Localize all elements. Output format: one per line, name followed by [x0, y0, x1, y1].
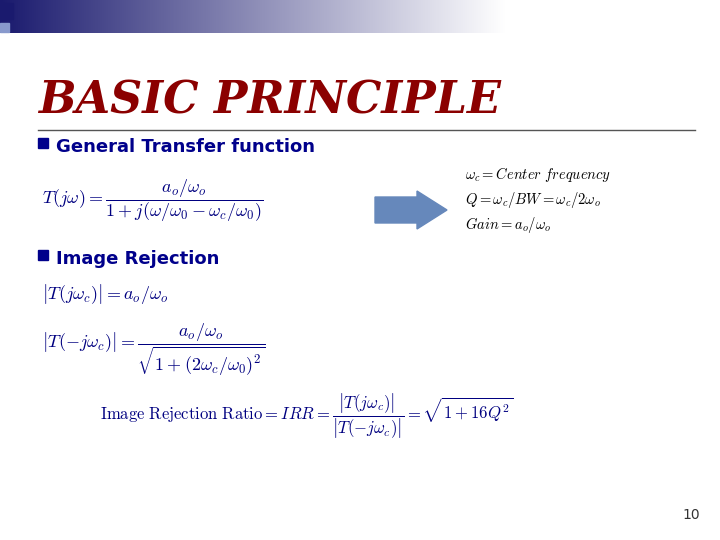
Text: BASIC PRINCIPLE: BASIC PRINCIPLE — [38, 80, 501, 123]
Text: $\left|T(j\omega_c)\right| = a_o / \omega_o$: $\left|T(j\omega_c)\right| = a_o / \omeg… — [42, 282, 168, 306]
Text: $\left|T(-j\omega_c)\right| = \dfrac{a_o/\omega_o}{\sqrt{1+(2\omega_c/\omega_0)^: $\left|T(-j\omega_c)\right| = \dfrac{a_o… — [42, 322, 265, 379]
FancyArrow shape — [375, 191, 447, 229]
Text: 10: 10 — [683, 508, 700, 522]
Text: Image Rejection: Image Rejection — [56, 250, 220, 268]
Text: $\mathrm{Image\ Rejection\ Ratio} = IRR = \dfrac{\left|T(j\omega_c)\right|}{\lef: $\mathrm{Image\ Rejection\ Ratio} = IRR … — [100, 392, 513, 441]
Text: $Q = \omega_c / BW = \omega_c / 2\omega_o$: $Q = \omega_c / BW = \omega_c / 2\omega_… — [465, 190, 600, 210]
Text: $Gain = a_o / \omega_o$: $Gain = a_o / \omega_o$ — [465, 215, 551, 235]
Bar — [38, 138, 48, 148]
Text: $\omega_c = Center\ frequency$: $\omega_c = Center\ frequency$ — [465, 165, 611, 184]
Bar — [0, 3, 13, 19]
Bar — [0, 23, 9, 32]
Text: $T(j\omega)=\dfrac{a_o/\omega_o}{1+j(\omega/\omega_0-\omega_c/\omega_0)}$: $T(j\omega)=\dfrac{a_o/\omega_o}{1+j(\om… — [42, 177, 264, 224]
Bar — [38, 250, 48, 260]
Text: General Transfer function: General Transfer function — [56, 138, 315, 156]
